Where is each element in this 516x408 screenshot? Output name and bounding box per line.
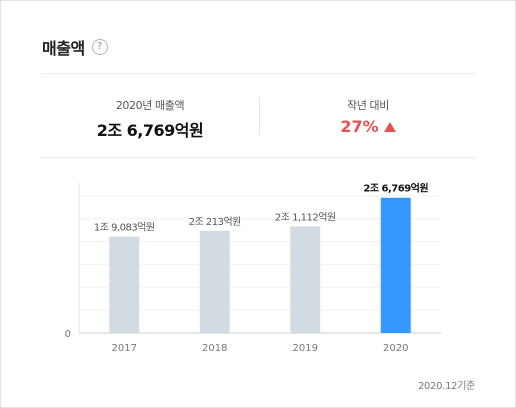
question-icon[interactable]: ? <box>91 39 108 55</box>
yoy-label: 작년 대비 <box>347 99 389 112</box>
divider-mid <box>41 157 476 158</box>
x-tick-label-2018: 2018 <box>202 343 227 354</box>
current-revenue-summary: 2020년 매출액 2조 6,769억원 <box>41 97 259 141</box>
revenue-bar-chart: 0 1조 9,083억원 2017 2조 213억원 2018 2조 1,112억원 201… <box>65 182 441 354</box>
y-tick-label: 0 <box>65 329 71 340</box>
card-header: 매출액 ? <box>42 35 108 59</box>
bar-2020 <box>380 197 411 333</box>
yoy-growth: 27% <box>340 117 396 136</box>
yoy-value: 27% <box>340 117 379 136</box>
x-tick-label-2019: 2019 <box>293 343 318 354</box>
triangle-up-icon <box>383 121 396 132</box>
card-title: 매출액 <box>42 39 85 58</box>
current-revenue-label: 2020년 매출액 <box>115 99 185 112</box>
bar-2017 <box>109 236 140 333</box>
data-label-2019: 2조 1,112억원 <box>275 211 336 223</box>
summary-divider <box>259 97 260 135</box>
divider-top <box>41 73 476 74</box>
data-label-2020: 2조 6,769억원 <box>363 182 428 195</box>
x-tick-label-2017: 2017 <box>112 343 137 354</box>
bar-2019 <box>290 226 321 333</box>
bar-2018 <box>199 230 230 333</box>
current-revenue-value: 2조 6,769억원 <box>96 121 204 140</box>
data-label-2018: 2조 213억원 <box>189 216 242 228</box>
footnote: 2020.12기준 <box>417 381 475 392</box>
data-label-2017: 1조 9,083억원 <box>94 222 155 234</box>
x-tick-label-2020: 2020 <box>383 343 408 354</box>
yoy-summary: 작년 대비 27% <box>260 97 476 136</box>
